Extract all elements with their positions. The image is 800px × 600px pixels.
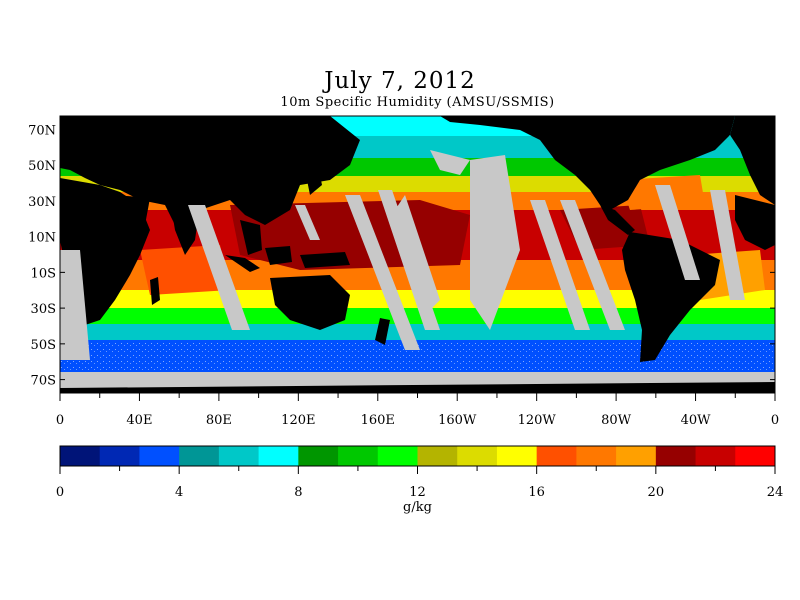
colorbar-swatch	[616, 446, 657, 466]
swath-gap	[295, 205, 320, 240]
lon-label: 80E	[206, 413, 232, 428]
colorbar-swatch	[417, 446, 458, 466]
land-sumatra	[225, 255, 260, 272]
land-borneo	[265, 246, 292, 265]
lon-label: 0	[771, 413, 779, 428]
lon-label: 120W	[518, 413, 557, 428]
land-europe-east-edge	[730, 116, 775, 205]
map-title: July 7, 2012	[324, 68, 476, 94]
colorbar-units: g/kg	[403, 500, 432, 515]
colorbar-swatch	[60, 446, 101, 466]
colorbar-label: 8	[294, 485, 302, 500]
colorbar-label: 12	[409, 485, 426, 500]
land-new-zealand	[375, 318, 390, 345]
lon-label: 160E	[361, 413, 395, 428]
land-eurasia	[60, 116, 360, 235]
swath-gap	[188, 205, 250, 330]
colorbar-label: 4	[175, 485, 183, 500]
colorbar-label: 16	[528, 485, 545, 500]
swath-gap	[430, 150, 470, 175]
map-subtitle: 10m Specific Humidity (AMSU/SSMIS)	[280, 95, 555, 110]
swath-gap	[530, 200, 590, 330]
colorbar-swatch	[576, 446, 617, 466]
swath-gap-edge	[60, 250, 90, 360]
land-indochina	[240, 220, 262, 255]
colorbar-swatch	[258, 446, 299, 466]
lat-label: 50N	[28, 159, 56, 174]
swath-gap	[395, 195, 440, 310]
colorbar-swatch	[179, 446, 220, 466]
colorbar-swatch	[655, 446, 697, 466]
colorbar-label: 20	[648, 485, 665, 500]
colorbar-swatch	[377, 446, 418, 466]
lon-label: 40W	[681, 413, 712, 428]
land-africa-west-edge	[735, 195, 775, 250]
colorbar-swatch	[536, 446, 577, 466]
lat-label: 70S	[31, 374, 56, 389]
land-greenland	[660, 116, 720, 140]
lon-label: 120E	[281, 413, 315, 428]
colorbar-label: 24	[767, 485, 784, 500]
colorbar-swatch	[338, 446, 379, 466]
swath-gap	[345, 195, 420, 350]
colorbar-label: 0	[56, 485, 64, 500]
colorbar-swatch	[496, 446, 538, 466]
swath-gap	[655, 185, 700, 280]
southern-speckle	[60, 340, 775, 372]
map-field	[60, 116, 775, 393]
swath-gap	[470, 155, 520, 330]
colorbar-swatch	[457, 446, 498, 466]
lon-label: 0	[56, 413, 64, 428]
lat-label: 30N	[28, 195, 56, 210]
land-europe	[60, 116, 120, 160]
lon-label: 80W	[601, 413, 632, 428]
land-new-guinea	[300, 252, 350, 268]
land-arabia	[115, 195, 150, 225]
lat-label: 30S	[31, 302, 56, 317]
lat-label: 50S	[31, 338, 56, 353]
colorbar-swatch	[298, 446, 339, 466]
land-south-america	[622, 232, 720, 362]
lat-label: 10N	[28, 231, 56, 246]
lon-label: 160W	[438, 413, 477, 428]
colorbar-swatch	[218, 446, 260, 466]
longitude-axis: 0 40E 80E 120E 160E 160W 120W 80W 40W 0	[56, 393, 779, 428]
colorbar-swatch	[139, 446, 180, 466]
land-central-america	[600, 205, 635, 235]
lon-label: 40E	[126, 413, 152, 428]
swath-gap	[560, 200, 625, 330]
lat-label: 70N	[28, 123, 56, 138]
land-madagascar	[150, 277, 160, 305]
swath-gap	[378, 190, 440, 330]
lat-label: 10S	[31, 266, 56, 281]
colorbar-swatch	[695, 446, 736, 466]
colorbar-swatch	[99, 446, 140, 466]
swath-gap	[710, 190, 745, 300]
latitude-axis: 70N 50N 30N 10N 10S 30S 50S 70S	[28, 123, 775, 389]
land-australia	[270, 275, 350, 330]
colorbar: 0 4 8 12 16 20 24	[56, 445, 784, 500]
colorbar-swatch	[735, 446, 776, 466]
land-japan	[305, 165, 322, 195]
land-north-america	[440, 116, 735, 210]
land-antarctica	[60, 382, 775, 393]
